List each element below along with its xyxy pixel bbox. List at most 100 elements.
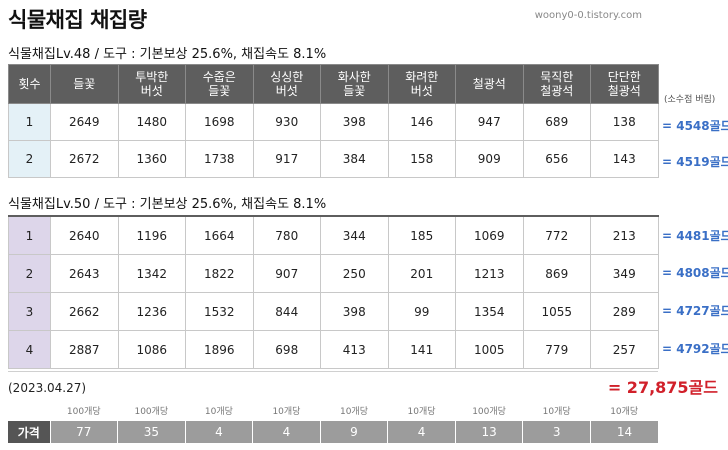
value-cell: 1360: [117, 140, 186, 178]
value-cell: 138: [590, 103, 659, 141]
header-item: 들꽃: [50, 64, 119, 104]
value-cell: 1664: [185, 215, 254, 255]
value-cell: 844: [252, 292, 321, 331]
row-total: = 4519골드: [662, 155, 728, 169]
value-cell: 1532: [185, 292, 254, 331]
price-units-row: 100개당 100개당 10개당 10개당 10개당 10개당 100개당 10개당 10개당: [8, 401, 658, 419]
price-value: 9: [319, 421, 388, 443]
header-item: 단단한 철광석: [590, 64, 659, 104]
header-item: 화려한 버섯: [387, 64, 456, 104]
value-cell: 201: [387, 254, 456, 293]
source-url: woony0-0.tistory.com: [534, 10, 642, 21]
price-value: 3: [522, 421, 591, 443]
value-cell: 689: [522, 103, 591, 141]
header-item: 묵직한 철광석: [522, 64, 591, 104]
value-cell: 1738: [185, 140, 254, 178]
page-title: 식물채집 채집량: [8, 8, 147, 32]
value-cell: 146: [387, 103, 456, 141]
count-cell: 1: [8, 215, 51, 255]
value-cell: 772: [522, 215, 591, 255]
value-cell: 384: [320, 140, 389, 178]
value-cell: 2649: [50, 103, 119, 141]
table-row: 1 2640 1196 1664 780 344 185 1069 772 213: [8, 215, 659, 255]
value-cell: 185: [387, 215, 456, 255]
value-cell: 2887: [50, 330, 119, 369]
value-cell: 1354: [455, 292, 524, 331]
count-cell: 4: [8, 330, 51, 369]
value-cell: 141: [387, 330, 456, 369]
value-cell: 1896: [185, 330, 254, 369]
price-table: 가격 77 35 4 4 9 4 13 3 14: [8, 421, 658, 443]
value-cell: 1213: [455, 254, 524, 293]
price-value: 4: [387, 421, 456, 443]
price-unit: 100개당: [472, 406, 506, 417]
row-total: = 4481골드: [662, 229, 728, 243]
price-unit: 10개당: [272, 406, 301, 417]
price-value: 77: [49, 421, 118, 443]
value-cell: 656: [522, 140, 591, 178]
value-cell: 947: [455, 103, 524, 141]
row-total: = 4548골드: [662, 119, 728, 133]
price-value: 13: [454, 421, 523, 443]
header-count: 횟수: [8, 64, 51, 104]
row-total: = 4808골드: [662, 266, 728, 280]
price-unit: 10개당: [204, 406, 233, 417]
value-cell: 780: [252, 215, 321, 255]
value-cell: 1069: [455, 215, 524, 255]
header-item: 싱싱한 버섯: [252, 64, 321, 104]
table-row: 1 2649 1480 1698 930 398 146 947 689 138: [8, 103, 659, 141]
value-cell: 917: [252, 140, 321, 178]
price-value: 14: [589, 421, 658, 443]
harvest-table-lv48: 횟수 들꽃 투박한 버섯 수줍은 들꽃 싱싱한 버섯 화사한 들꽃 화려한 버섯 철광석 …: [8, 64, 659, 178]
decimal-note: (소수점 버림): [664, 95, 716, 105]
price-unit: 10개당: [542, 406, 571, 417]
divider: [8, 371, 658, 372]
count-cell: 2: [8, 140, 51, 178]
value-cell: 909: [455, 140, 524, 178]
header-item: 투박한 버섯: [117, 64, 186, 104]
value-cell: 413: [320, 330, 389, 369]
price-value: 4: [184, 421, 253, 443]
header-item: 화사한 들꽃: [320, 64, 389, 104]
value-cell: 257: [590, 330, 659, 369]
table-row: 2 2672 1360 1738 917 384 158 909 656 143: [8, 140, 659, 178]
table-row: 2 2643 1342 1822 907 250 201 1213 869 349: [8, 254, 659, 293]
value-cell: 398: [320, 103, 389, 141]
value-cell: 1086: [117, 330, 186, 369]
value-cell: 398: [320, 292, 389, 331]
count-cell: 3: [8, 292, 51, 331]
date-label: (2023.04.27): [8, 381, 87, 395]
price-unit: 100개당: [134, 406, 169, 417]
header-item: 수줍은 들꽃: [185, 64, 254, 104]
grand-total: = 27,875골드: [607, 378, 718, 397]
value-cell: 1480: [117, 103, 186, 141]
table-row: 3 2662 1236 1532 844 398 99 1354 1055 289: [8, 292, 659, 331]
value-cell: 2662: [50, 292, 119, 331]
value-cell: 1698: [185, 103, 254, 141]
row-total: = 4727골드: [662, 304, 728, 318]
value-cell: 289: [590, 292, 659, 331]
value-cell: 930: [252, 103, 321, 141]
section1-title: 식물채집Lv.48 / 도구 : 기본보상 25.6%, 채집속도 8.1%: [8, 47, 327, 62]
value-cell: 99: [387, 292, 456, 331]
count-cell: 2: [8, 254, 51, 293]
table-row: 4 2887 1086 1896 698 413 141 1005 779 257: [8, 330, 659, 369]
section2-title: 식물채집Lv.50 / 도구 : 기본보상 25.6%, 채집속도 8.1%: [8, 197, 327, 212]
price-unit: 10개당: [610, 406, 639, 417]
table-header-row: 횟수 들꽃 투박한 버섯 수줍은 들꽃 싱싱한 버섯 화사한 들꽃 화려한 버섯 철광석 …: [8, 64, 659, 104]
price-value: 4: [252, 421, 321, 443]
harvest-table-lv50: 1 2640 1196 1664 780 344 185 1069 772 213 2 2643 134…: [8, 215, 659, 369]
value-cell: 869: [522, 254, 591, 293]
price-label: 가격: [8, 421, 51, 443]
value-cell: 1342: [117, 254, 186, 293]
price-value: 35: [117, 421, 186, 443]
value-cell: 349: [590, 254, 659, 293]
value-cell: 143: [590, 140, 659, 178]
value-cell: 1822: [185, 254, 254, 293]
value-cell: 250: [320, 254, 389, 293]
value-cell: 907: [252, 254, 321, 293]
value-cell: 158: [387, 140, 456, 178]
value-cell: 2672: [50, 140, 119, 178]
price-unit: 10개당: [407, 406, 436, 417]
row-total: = 4792골드: [662, 342, 728, 356]
